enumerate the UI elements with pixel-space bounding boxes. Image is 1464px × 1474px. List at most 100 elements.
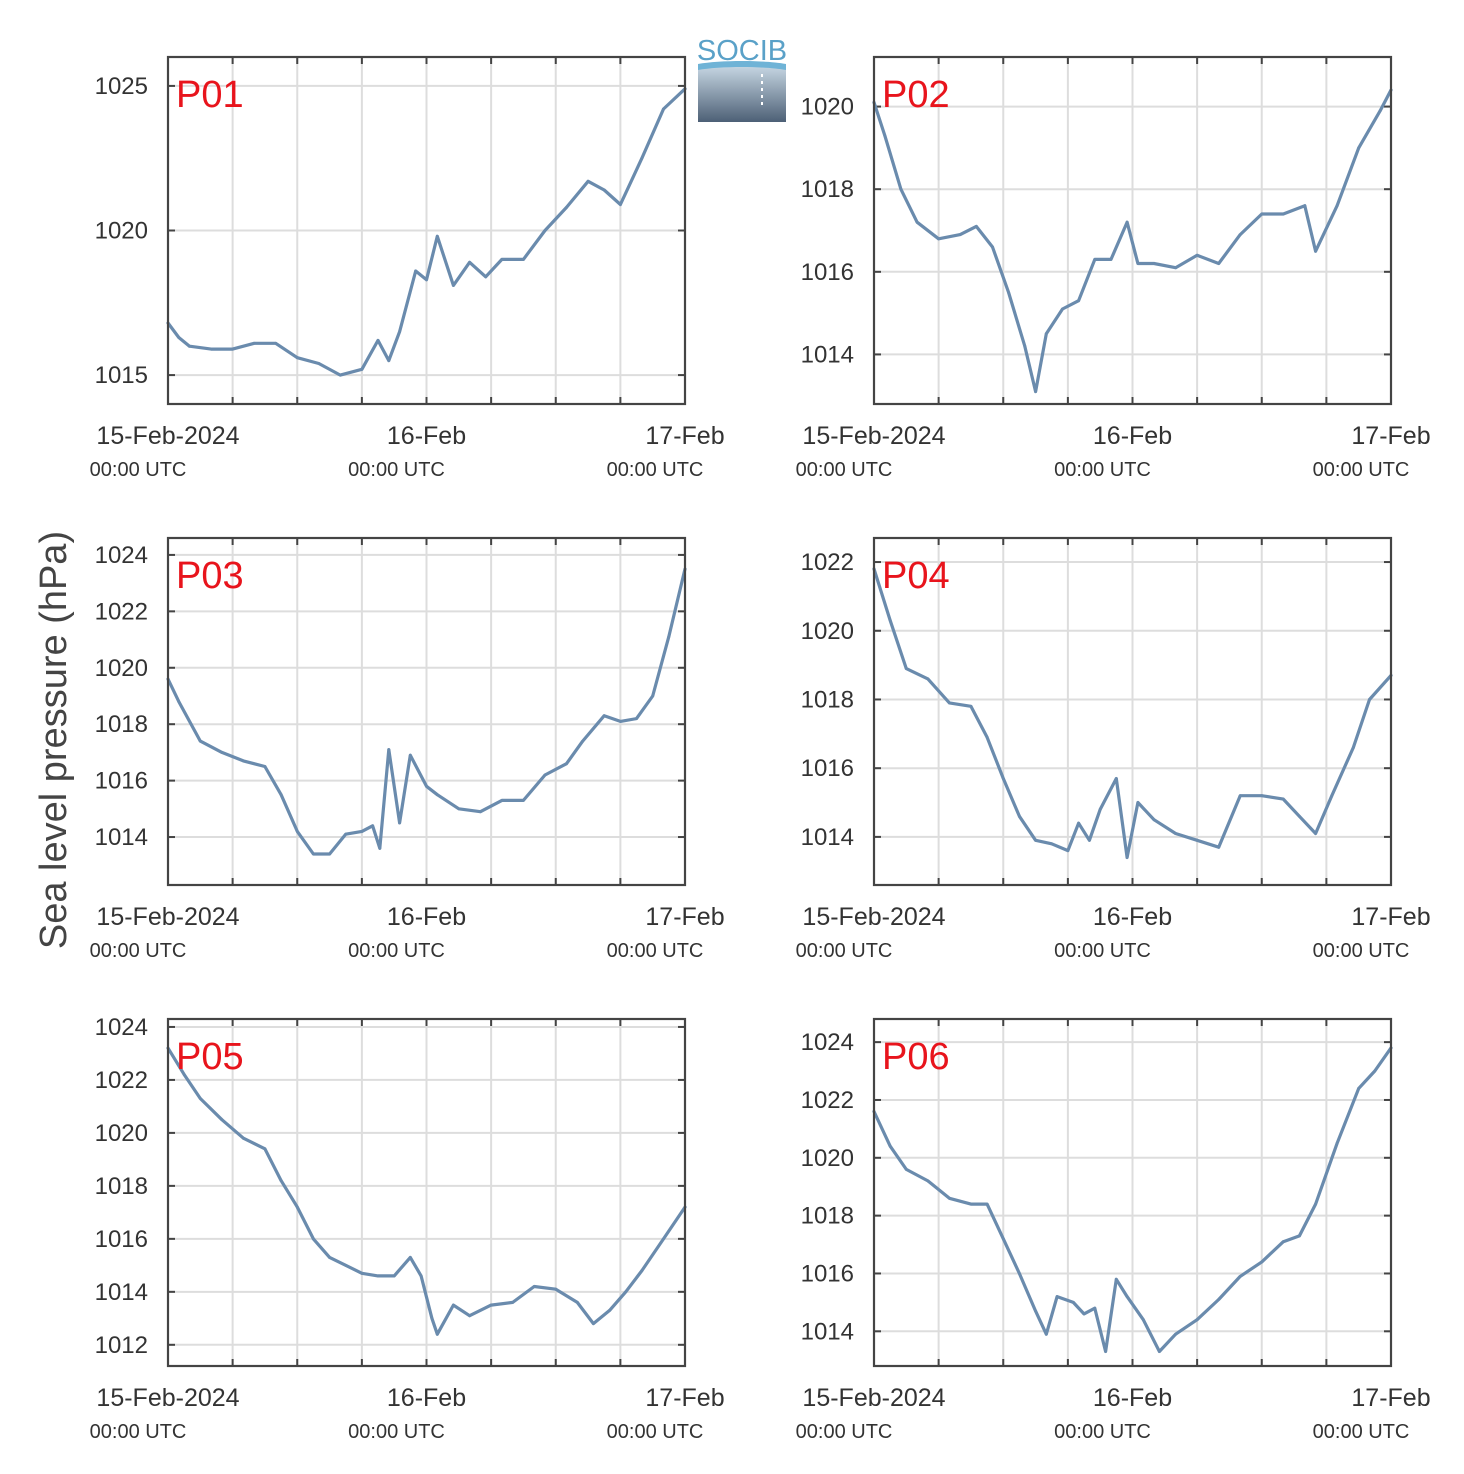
data-point (1195, 253, 1199, 257)
data-point (958, 233, 962, 237)
data-point (408, 1256, 412, 1259)
x-tick-time-label: 00:00 UTC (1313, 1421, 1410, 1443)
data-point (1281, 797, 1285, 801)
pressure-series-line (872, 1046, 1393, 1354)
x-tick-date-label: 17-Feb (645, 1384, 724, 1412)
data-point (543, 773, 547, 777)
x-tick-time-label: 00:00 UTC (1054, 459, 1151, 481)
data-point (904, 1168, 908, 1171)
x-tick-date-label: 15-Feb-2024 (96, 1384, 239, 1412)
y-tick-label: 1014 (95, 1279, 148, 1306)
data-point (1281, 212, 1285, 216)
data-point (312, 1237, 315, 1241)
pressure-series-line (166, 87, 687, 377)
data-point (1330, 794, 1334, 798)
data-point (1125, 1295, 1129, 1298)
x-tick-time-label: 00:00 UTC (796, 459, 893, 481)
data-point (883, 134, 887, 137)
data-point (177, 700, 181, 703)
data-point (1238, 233, 1242, 237)
data-point (279, 1179, 283, 1182)
data-point (1195, 838, 1199, 842)
data-point (1174, 832, 1177, 835)
data-point (376, 339, 380, 342)
data-point (532, 1285, 536, 1288)
axes-frame (872, 1017, 1393, 1368)
station-label: P03 (176, 555, 244, 597)
data-point (1141, 1318, 1145, 1322)
x-tick-date-label: 17-Feb (645, 422, 724, 450)
y-tick-label: 1014 (801, 1318, 854, 1345)
data-point (948, 701, 951, 705)
x-tick-date-label: 15-Feb-2024 (802, 1384, 945, 1412)
x-tick-time-label: 00:00 UTC (607, 940, 704, 962)
data-point (1378, 109, 1382, 113)
data-point (937, 237, 940, 241)
y-axis-label: Sea level pressure (hPa) (33, 531, 75, 949)
data-point (1071, 1301, 1075, 1304)
data-point (435, 234, 439, 238)
y-tick-label: 1020 (801, 94, 854, 121)
x-tick-date-label: 15-Feb-2024 (96, 422, 239, 450)
data-point (619, 720, 622, 723)
data-point (1125, 856, 1129, 859)
data-point (1109, 258, 1113, 261)
data-point (425, 278, 428, 282)
axes-frame (872, 536, 1393, 887)
data-point (948, 1196, 951, 1200)
data-point (926, 677, 930, 681)
data-point (1357, 146, 1361, 150)
data-point (489, 1303, 493, 1307)
data-point (1104, 1350, 1107, 1353)
data-point (888, 619, 892, 622)
data-point (640, 156, 644, 160)
data-point (1018, 814, 1021, 818)
data-point (1298, 814, 1301, 818)
data-point (1357, 1087, 1361, 1090)
data-point (904, 667, 908, 670)
data-point (581, 739, 585, 743)
data-point (1023, 344, 1027, 348)
data-point (263, 1147, 267, 1151)
x-tick-time-label: 00:00 UTC (348, 1421, 445, 1443)
panel-p02: 1014 1016 1018 1020 15-Feb-2024 00:00 UTC 16-F… (796, 55, 1431, 481)
data-point (624, 1290, 628, 1294)
y-tick-label: 1014 (95, 824, 148, 851)
y-tick-label: 1024 (95, 1014, 148, 1041)
panels: 1015 1020 1025 15-Feb-2024 00:00 UTC 16-Feb 00… (90, 55, 1431, 1443)
data-point (1136, 262, 1140, 265)
data-point (565, 762, 568, 766)
data-point (252, 341, 256, 345)
data-point (1217, 1298, 1221, 1301)
x-tick-date-label: 16-Feb (387, 1384, 466, 1412)
data-point (435, 793, 439, 797)
data-point (575, 1301, 579, 1304)
axes-frame (872, 55, 1393, 406)
data-point (1174, 1332, 1177, 1336)
data-point (1368, 698, 1371, 701)
y-tick-label: 1020 (95, 1120, 148, 1147)
axes-frame (166, 1017, 687, 1368)
data-point (1114, 777, 1118, 780)
data-point (198, 739, 202, 743)
socib-logo-wave-icon (698, 65, 786, 122)
pressure-series-line (166, 567, 687, 856)
data-point (328, 852, 331, 856)
data-point (974, 225, 978, 228)
data-point (209, 347, 213, 351)
data-point (1098, 808, 1102, 811)
data-point (328, 1256, 331, 1259)
data-point (198, 1097, 202, 1100)
data-point (985, 1202, 989, 1206)
data-point (1152, 818, 1156, 822)
data-point (522, 258, 525, 261)
data-point (1082, 1312, 1086, 1316)
x-tick-time-label: 00:00 UTC (607, 1421, 704, 1443)
data-point (1314, 832, 1317, 835)
data-point (969, 1202, 973, 1206)
y-tick-label: 1018 (95, 1173, 148, 1200)
data-point (1007, 291, 1010, 294)
y-tick-label: 1016 (95, 1226, 148, 1253)
y-tick-label: 1016 (801, 1260, 854, 1287)
data-point (1114, 1277, 1118, 1281)
